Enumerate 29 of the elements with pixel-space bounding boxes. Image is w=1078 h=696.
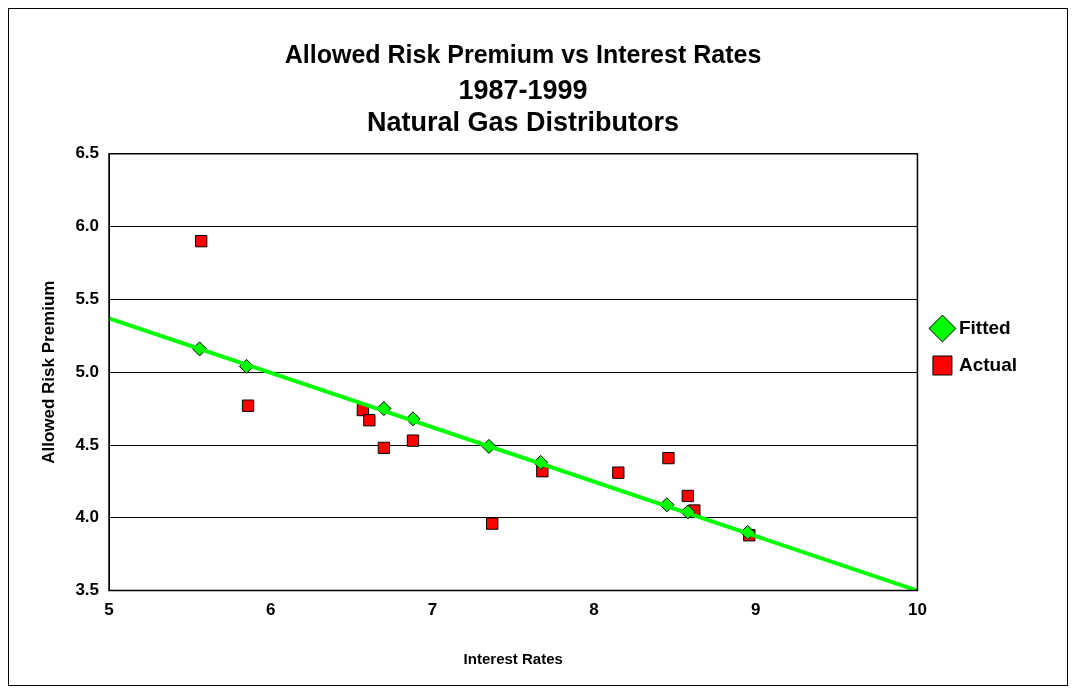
x-tick-label: 7 xyxy=(427,600,438,620)
y-tick-label: 4.5 xyxy=(75,434,100,454)
chart-title: Allowed Risk Premium vs Interest Rates xyxy=(284,39,762,68)
text: Natural Gas Distributors xyxy=(366,107,680,138)
legend-label: Actual xyxy=(958,353,1018,375)
point xyxy=(486,517,499,530)
point xyxy=(195,235,208,248)
point xyxy=(363,414,376,427)
y-tick-label: 6.0 xyxy=(75,216,100,236)
y-tick-label: 6.5 xyxy=(75,143,100,163)
legend-label: Fitted xyxy=(958,316,1011,338)
point xyxy=(662,451,675,465)
point xyxy=(681,489,694,503)
point xyxy=(241,399,255,412)
point xyxy=(406,434,420,447)
x-tick-label: 10 xyxy=(907,600,927,620)
x-tick-label: 6 xyxy=(265,600,276,620)
point xyxy=(612,466,625,479)
y-tick-label: 5.5 xyxy=(75,289,100,309)
y-tick-label: 4.0 xyxy=(75,507,100,527)
y-axis-title: Allowed Risk Premium xyxy=(38,280,58,464)
x-tick-label: 5 xyxy=(104,600,114,620)
x-axis-title: Interest Rates xyxy=(463,650,563,668)
y-tick-label: 3.5 xyxy=(75,580,100,600)
text: 1987-1999 xyxy=(458,74,588,105)
x-tick-label: 9 xyxy=(751,600,761,620)
x-tick-label: 8 xyxy=(589,600,599,620)
point xyxy=(377,441,391,455)
y-tick-label: 5.0 xyxy=(75,361,100,381)
